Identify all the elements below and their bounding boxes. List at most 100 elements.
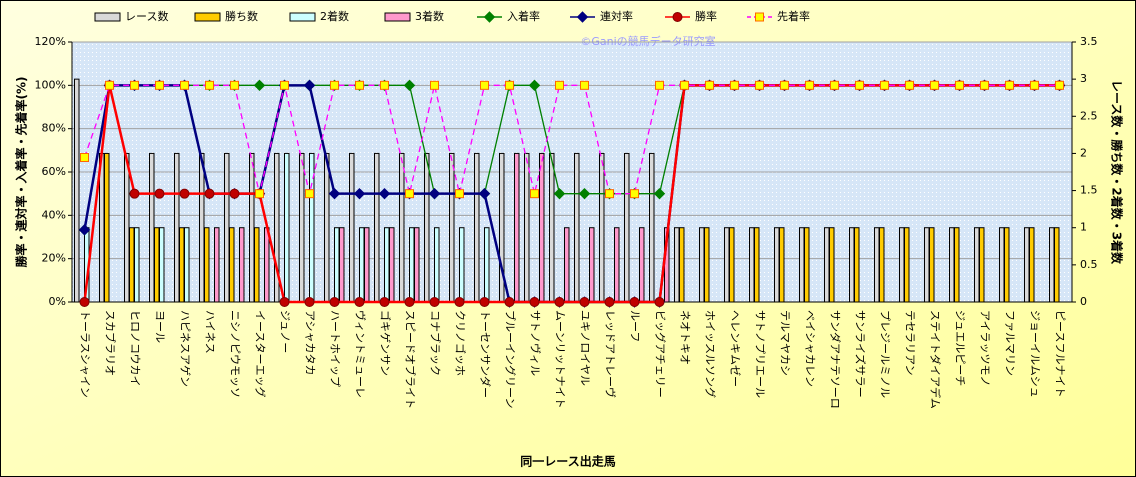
x-tick-label: コナブラック bbox=[429, 310, 443, 376]
bar bbox=[274, 152, 280, 303]
bar bbox=[184, 227, 190, 303]
bar bbox=[874, 227, 880, 303]
legend-swatch bbox=[94, 12, 121, 22]
x-tick-label: ニシノピウモッソ bbox=[229, 310, 242, 398]
bar bbox=[299, 152, 305, 303]
marker bbox=[630, 189, 639, 199]
x-tick-label: ヴィントミューレ bbox=[354, 310, 368, 398]
legend-swatch bbox=[194, 12, 221, 22]
marker bbox=[1055, 80, 1064, 90]
bar bbox=[199, 152, 205, 303]
marker bbox=[504, 297, 515, 307]
marker bbox=[905, 80, 914, 90]
x-tick-label: ヨール bbox=[154, 310, 167, 343]
bar bbox=[804, 227, 810, 303]
bar bbox=[879, 227, 885, 303]
marker bbox=[880, 80, 889, 90]
bar bbox=[729, 227, 735, 303]
bar bbox=[949, 227, 955, 303]
marker bbox=[353, 187, 366, 200]
bar bbox=[1004, 227, 1010, 303]
marker bbox=[505, 80, 514, 90]
marker bbox=[179, 188, 190, 199]
legend-label: 勝率 bbox=[695, 9, 717, 23]
marker bbox=[378, 187, 391, 200]
watermark: ©Ganiの競馬データ研究室 bbox=[580, 34, 715, 48]
bar bbox=[1049, 227, 1055, 303]
marker bbox=[479, 297, 490, 307]
bar bbox=[389, 227, 395, 303]
marker bbox=[405, 189, 414, 199]
x-tick-label: ジュノー bbox=[279, 310, 292, 353]
bar bbox=[929, 227, 935, 303]
x-tick-label: レッドアトレーヴ bbox=[604, 310, 618, 398]
bar bbox=[174, 152, 180, 303]
marker bbox=[303, 79, 316, 92]
bar bbox=[899, 227, 905, 303]
marker bbox=[328, 187, 341, 200]
y2-tick-label: 1.5 bbox=[1080, 184, 1098, 197]
bar bbox=[679, 227, 685, 303]
marker bbox=[730, 80, 739, 90]
marker bbox=[579, 297, 590, 307]
y-tick-label: 0% bbox=[49, 295, 66, 308]
bar bbox=[774, 227, 780, 303]
legend-label: レース数 bbox=[125, 10, 168, 23]
x-tick-label: イースターエッグ bbox=[254, 310, 268, 397]
y-tick-label: 100% bbox=[35, 78, 66, 91]
bar bbox=[589, 227, 595, 303]
marker bbox=[154, 188, 165, 199]
bar bbox=[149, 152, 155, 303]
bar bbox=[224, 152, 230, 303]
marker bbox=[528, 79, 541, 92]
bar bbox=[849, 227, 855, 303]
y2-tick-label: 2.5 bbox=[1080, 109, 1098, 122]
marker bbox=[428, 187, 441, 200]
marker bbox=[655, 80, 664, 90]
legend-swatch bbox=[289, 12, 316, 22]
bar bbox=[824, 227, 830, 303]
marker bbox=[629, 297, 640, 307]
bar bbox=[124, 152, 130, 303]
marker bbox=[330, 80, 339, 90]
marker bbox=[653, 187, 666, 200]
marker bbox=[554, 297, 565, 307]
bar bbox=[239, 227, 245, 303]
bar bbox=[614, 227, 620, 303]
bar bbox=[779, 227, 785, 303]
bar bbox=[399, 152, 405, 303]
bar bbox=[249, 152, 255, 303]
marker bbox=[80, 152, 89, 162]
marker bbox=[930, 80, 939, 90]
bar bbox=[204, 227, 210, 303]
marker bbox=[529, 297, 540, 307]
x-tick-label: ジュエルピーチ bbox=[954, 310, 967, 386]
bar bbox=[264, 227, 270, 303]
marker bbox=[578, 187, 591, 200]
x-tick-label: スカブラリオ bbox=[104, 310, 118, 376]
marker bbox=[680, 80, 689, 90]
x-tick-label: ゴキゲンサン bbox=[379, 310, 393, 376]
y-tick-label: 120% bbox=[35, 35, 66, 48]
x-tick-label: スピードオブライト bbox=[404, 310, 418, 409]
marker bbox=[78, 224, 91, 236]
bar bbox=[474, 152, 480, 303]
bar bbox=[999, 227, 1005, 303]
marker bbox=[604, 297, 615, 307]
bar bbox=[924, 227, 930, 303]
marker bbox=[530, 189, 539, 199]
x-tick-label: テセラリアン bbox=[904, 310, 917, 376]
marker bbox=[455, 189, 464, 199]
y2-axis-title: レース数・勝ち数・2着数・3着数 bbox=[1110, 80, 1125, 265]
marker bbox=[305, 189, 314, 199]
line bbox=[83, 84, 1060, 195]
marker bbox=[580, 80, 589, 90]
bar bbox=[284, 152, 290, 303]
marker bbox=[105, 80, 114, 90]
bar bbox=[359, 227, 365, 303]
bar bbox=[324, 152, 330, 303]
marker bbox=[755, 12, 764, 22]
bar bbox=[829, 227, 835, 303]
bar bbox=[129, 227, 135, 303]
